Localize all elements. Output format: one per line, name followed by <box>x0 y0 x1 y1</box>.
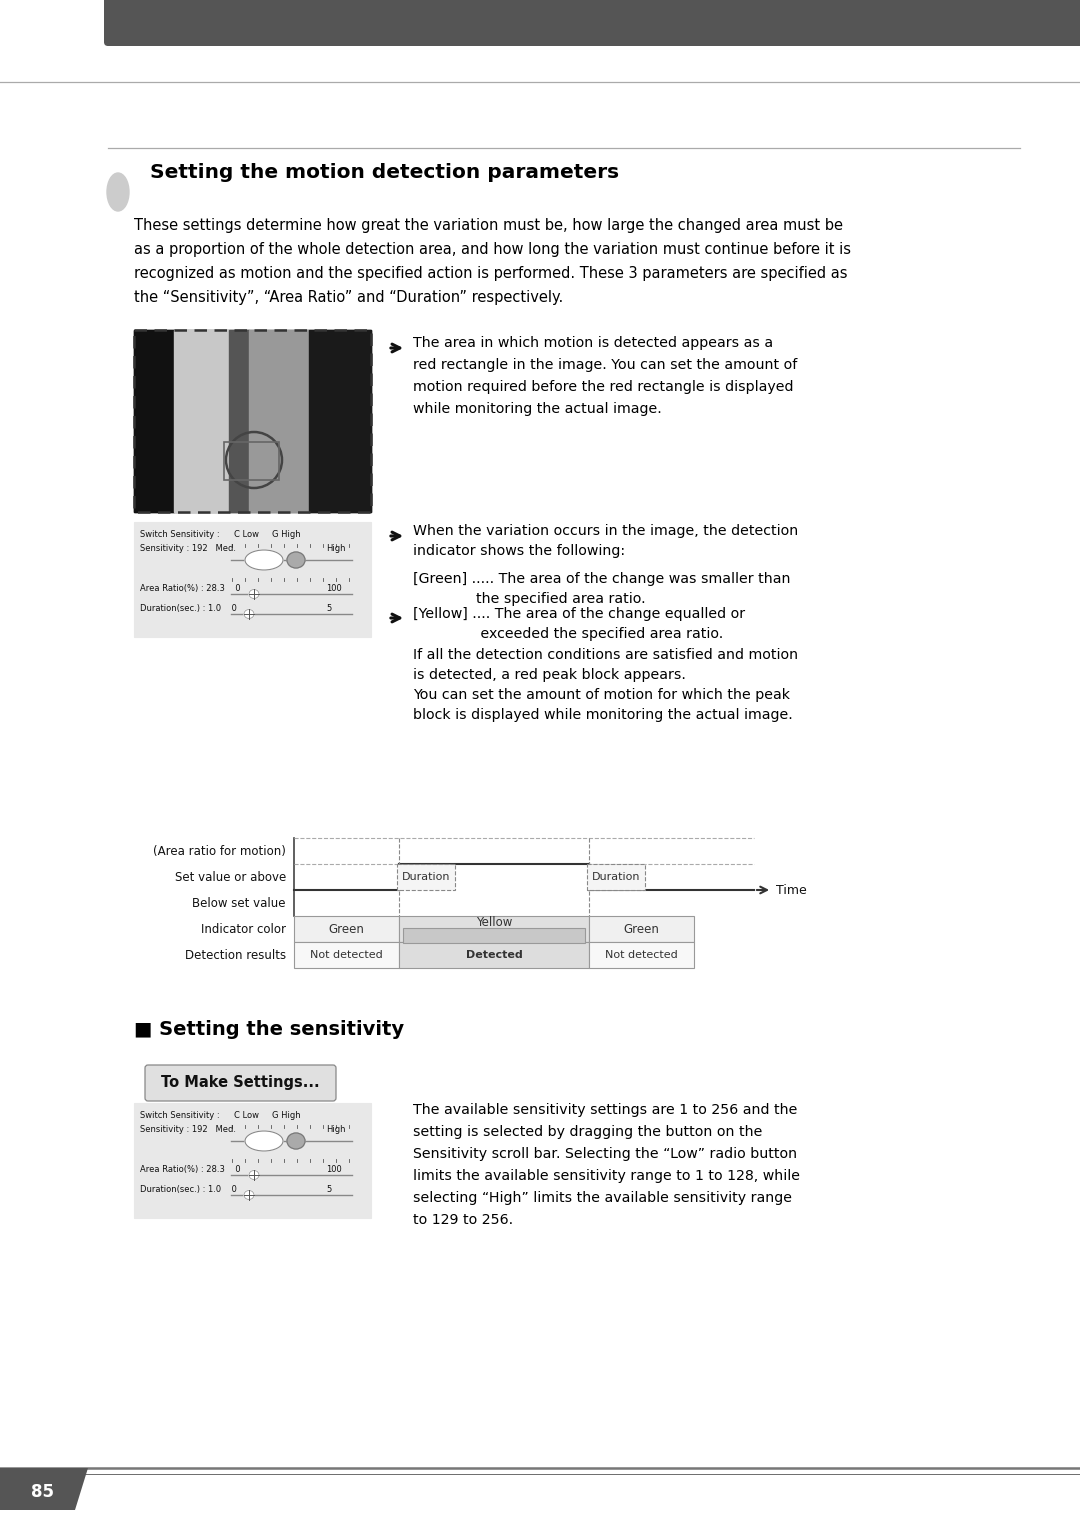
Text: 85: 85 <box>30 1483 54 1502</box>
Bar <box>294 915 399 943</box>
Text: When the variation occurs in the image, the detection
indicator shows the follow: When the variation occurs in the image, … <box>413 524 798 557</box>
Text: These settings determine how great the variation must be, how large the changed : These settings determine how great the v… <box>134 218 851 305</box>
Text: Switch Sensitivity :: Switch Sensitivity : <box>140 1110 219 1119</box>
Text: If all the detection conditions are satisfied and motion
is detected, a red peak: If all the detection conditions are sati… <box>413 647 798 722</box>
Text: High: High <box>326 544 346 553</box>
Text: Time: Time <box>777 883 807 897</box>
Bar <box>224 442 279 480</box>
Ellipse shape <box>244 609 254 618</box>
Text: Indicator color: Indicator color <box>201 923 286 935</box>
Text: 100: 100 <box>326 1165 341 1174</box>
Text: Below set value: Below set value <box>192 897 286 909</box>
Ellipse shape <box>249 589 259 599</box>
Text: 5: 5 <box>326 1185 332 1194</box>
Ellipse shape <box>249 1171 259 1179</box>
Text: Duration(sec.) : 1.0    0: Duration(sec.) : 1.0 0 <box>140 605 237 612</box>
Text: Detection results: Detection results <box>185 949 286 961</box>
Text: To Make Settings...: To Make Settings... <box>161 1075 320 1090</box>
Bar <box>399 943 589 969</box>
Bar <box>174 330 229 512</box>
Bar <box>397 864 455 889</box>
Bar <box>229 330 249 512</box>
Text: G High: G High <box>272 1110 300 1119</box>
Text: Duration: Duration <box>402 873 450 882</box>
Text: Sensitivity : 192   Med.: Sensitivity : 192 Med. <box>140 1125 237 1135</box>
Text: Area Ratio(%) : 28.3    0: Area Ratio(%) : 28.3 0 <box>140 583 241 592</box>
Text: C Low: C Low <box>234 1110 259 1119</box>
Text: Green: Green <box>623 923 660 935</box>
Bar <box>134 522 372 637</box>
Bar <box>399 915 589 943</box>
Text: Duration(sec.) : 1.0    0: Duration(sec.) : 1.0 0 <box>140 1185 237 1194</box>
Text: Green: Green <box>328 923 364 935</box>
Bar <box>589 943 694 969</box>
Text: [Green] ..... The area of the change was smaller than
              the specifie: [Green] ..... The area of the change was… <box>413 573 791 606</box>
FancyBboxPatch shape <box>104 0 1080 46</box>
Text: Not detected: Not detected <box>310 950 383 959</box>
Text: The available sensitivity settings are 1 to 256 and the
setting is selected by d: The available sensitivity settings are 1… <box>413 1103 800 1226</box>
FancyBboxPatch shape <box>145 1065 336 1101</box>
Text: Setting the motion detection parameters: Setting the motion detection parameters <box>150 163 619 183</box>
Text: [Yellow] .... The area of the change equalled or
               exceeded the spe: [Yellow] .... The area of the change equ… <box>413 608 745 641</box>
Ellipse shape <box>245 550 283 570</box>
Text: Peak displayed (red): Peak displayed (red) <box>438 931 550 941</box>
Ellipse shape <box>244 1191 254 1200</box>
Text: Detected: Detected <box>465 950 523 959</box>
Ellipse shape <box>287 1133 305 1148</box>
Bar <box>134 1103 372 1218</box>
Text: Not detected: Not detected <box>605 950 678 959</box>
Polygon shape <box>0 1468 87 1509</box>
Text: G High: G High <box>272 530 300 539</box>
Text: Duration: Duration <box>592 873 640 882</box>
Text: ■ Setting the sensitivity: ■ Setting the sensitivity <box>134 1020 404 1039</box>
Bar <box>403 928 585 943</box>
Text: Yellow: Yellow <box>476 915 512 929</box>
Text: Area Ratio(%) : 28.3    0: Area Ratio(%) : 28.3 0 <box>140 1165 241 1174</box>
Ellipse shape <box>245 1132 283 1151</box>
Bar <box>309 330 372 512</box>
Text: Set value or above: Set value or above <box>175 871 286 883</box>
Text: C Low: C Low <box>234 530 259 539</box>
Ellipse shape <box>287 551 305 568</box>
Bar <box>249 330 309 512</box>
Text: 100: 100 <box>326 583 341 592</box>
Text: The area in which motion is detected appears as a
red rectangle in the image. Yo: The area in which motion is detected app… <box>413 337 797 416</box>
Bar <box>134 330 174 512</box>
Bar <box>134 330 372 512</box>
Ellipse shape <box>107 174 129 212</box>
Bar <box>134 330 372 512</box>
Bar <box>294 943 399 969</box>
Text: (Area ratio for motion): (Area ratio for motion) <box>153 844 286 857</box>
Text: High: High <box>326 1125 346 1135</box>
Text: Sensitivity : 192   Med.: Sensitivity : 192 Med. <box>140 544 237 553</box>
Bar <box>589 915 694 943</box>
Bar <box>588 864 645 889</box>
Text: 5: 5 <box>326 605 332 612</box>
Text: Switch Sensitivity :: Switch Sensitivity : <box>140 530 219 539</box>
